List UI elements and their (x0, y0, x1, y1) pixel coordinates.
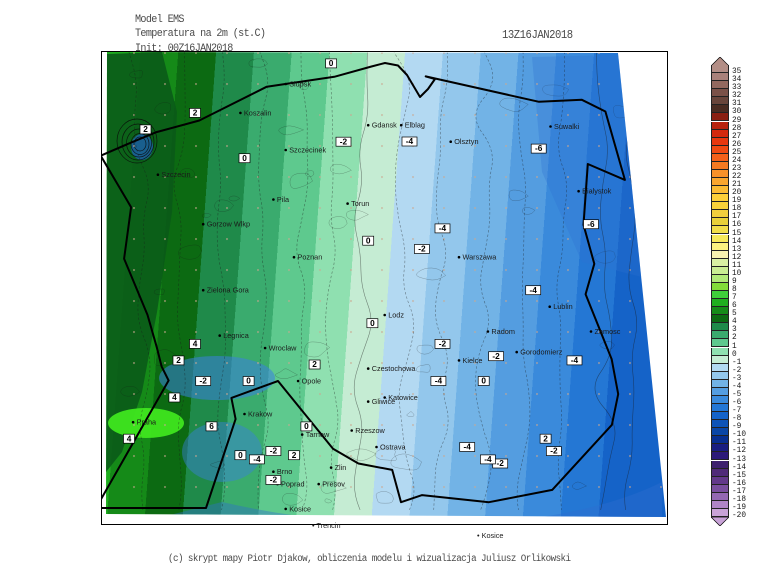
svg-text:Gorzow Wlkp: Gorzow Wlkp (207, 220, 250, 229)
svg-text:4: 4 (127, 433, 132, 443)
svg-text:Katowice: Katowice (388, 393, 418, 402)
svg-text:0: 0 (246, 376, 251, 386)
svg-text:-2: -2 (497, 458, 505, 468)
svg-text:Krakow: Krakow (248, 410, 273, 419)
svg-text:Wroclaw: Wroclaw (269, 344, 298, 353)
svg-text:2: 2 (193, 108, 198, 118)
svg-text:Slupsk: Slupsk (289, 80, 311, 89)
svg-text:0: 0 (304, 421, 309, 431)
svg-text:-2: -2 (439, 339, 447, 349)
svg-text:-4: -4 (530, 285, 538, 295)
svg-text:-2: -2 (492, 351, 500, 361)
svg-text:Gorodomierz: Gorodomierz (520, 348, 563, 357)
svg-text:Zielona Gora: Zielona Gora (207, 286, 250, 295)
svg-text:-6: -6 (587, 219, 595, 229)
svg-text:Elblag: Elblag (405, 121, 425, 130)
svg-text:-4: -4 (439, 223, 447, 233)
svg-text:2: 2 (176, 355, 181, 365)
svg-text:0: 0 (238, 450, 243, 460)
svg-text:6: 6 (209, 421, 214, 431)
svg-text:Szczecin: Szczecin (161, 170, 190, 179)
svg-text:4: 4 (193, 339, 198, 349)
svg-text:Koszalin: Koszalin (244, 108, 272, 117)
svg-text:Warszawa: Warszawa (463, 253, 498, 262)
svg-text:0: 0 (366, 235, 371, 245)
svg-text:Opole: Opole (302, 377, 321, 386)
svg-text:-2: -2 (418, 244, 426, 254)
svg-text:Lodz: Lodz (388, 311, 404, 320)
svg-text:Czestochowa: Czestochowa (372, 364, 417, 373)
svg-text:2: 2 (143, 124, 148, 134)
svg-text:0: 0 (242, 153, 247, 163)
svg-text:Presov: Presov (322, 480, 345, 489)
svg-text:-4: -4 (571, 355, 579, 365)
svg-text:-6: -6 (535, 143, 543, 153)
svg-text:Pila: Pila (277, 195, 290, 204)
svg-text:-2: -2 (200, 376, 208, 386)
svg-text:Kielce: Kielce (463, 356, 483, 365)
svg-text:-4: -4 (484, 454, 492, 464)
svg-text:-2: -2 (340, 136, 348, 146)
svg-text:Bialystok: Bialystok (582, 187, 612, 196)
svg-text:2: 2 (312, 359, 317, 369)
svg-text:4: 4 (172, 392, 177, 402)
svg-text:2: 2 (292, 450, 297, 460)
svg-text:0: 0 (481, 376, 486, 386)
svg-text:Lublin: Lublin (553, 302, 572, 311)
svg-text:Torun: Torun (351, 199, 369, 208)
svg-text:Tarnow: Tarnow (306, 430, 330, 439)
svg-text:-4: -4 (253, 454, 261, 464)
svg-text:Zlin: Zlin (335, 463, 347, 472)
svg-text:Gdansk: Gdansk (372, 121, 397, 130)
svg-text:2: 2 (543, 433, 548, 443)
svg-text:Brno: Brno (277, 467, 292, 476)
svg-text:0: 0 (370, 318, 375, 328)
svg-text:Radom: Radom (491, 327, 515, 336)
svg-text:Poprad: Poprad (281, 480, 305, 489)
svg-text:-4: -4 (464, 442, 472, 452)
svg-text:Rzeszow: Rzeszow (355, 426, 385, 435)
svg-text:-2: -2 (270, 446, 278, 456)
svg-text:Ostrava: Ostrava (380, 443, 406, 452)
svg-text:Praha: Praha (137, 418, 157, 427)
svg-text:Legnica: Legnica (223, 331, 250, 340)
svg-text:Zamosc: Zamosc (595, 327, 621, 336)
svg-text:-4: -4 (406, 136, 414, 146)
svg-text:-4: -4 (435, 376, 443, 386)
svg-text:0: 0 (329, 58, 334, 68)
svg-text:Szczecinek: Szczecinek (289, 146, 326, 155)
svg-text:Suwalki: Suwalki (554, 122, 580, 131)
svg-text:-2: -2 (270, 475, 278, 485)
svg-text:-2: -2 (550, 446, 558, 456)
svg-text:Olsztyn: Olsztyn (454, 137, 478, 146)
svg-text:Poznan: Poznan (298, 253, 323, 262)
svg-text:Kosice: Kosice (289, 504, 311, 513)
